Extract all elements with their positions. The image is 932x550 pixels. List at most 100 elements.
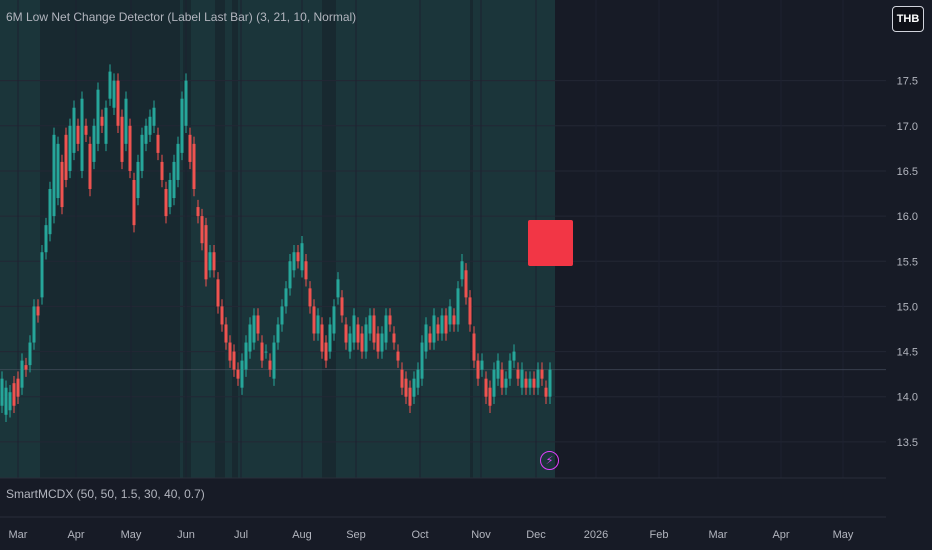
candle-body (40, 252, 44, 298)
candle-body (204, 225, 208, 280)
candle-body (320, 324, 324, 352)
candle-body (184, 80, 188, 126)
x-tick-label: Jun (177, 529, 195, 541)
candle-body (384, 315, 388, 343)
candle-body (172, 161, 176, 199)
x-tick-label: Mar (709, 529, 728, 541)
candle-body (452, 315, 456, 325)
candle-body (372, 315, 376, 343)
currency-button[interactable]: THB (892, 6, 924, 32)
candle-body (292, 252, 296, 271)
highlight-stripe (232, 0, 238, 478)
candle-body (44, 225, 48, 253)
candle-body (416, 369, 420, 388)
candle-body (380, 333, 384, 352)
candle-body (304, 261, 308, 280)
candle-body (368, 315, 372, 334)
candle-body (392, 333, 396, 343)
candle-body (60, 161, 64, 208)
candle-body (456, 288, 460, 325)
candles (0, 64, 552, 423)
x-tick-label: Aug (292, 529, 312, 541)
highlight-bands (0, 0, 555, 478)
candle-body (224, 324, 228, 343)
candle-body (400, 369, 404, 388)
candle-body (424, 324, 428, 352)
candle-body (128, 125, 132, 171)
candle-body (72, 107, 76, 153)
candle-body (200, 216, 204, 244)
candle-body (164, 189, 168, 217)
candle-body (96, 89, 100, 144)
candle-body (328, 324, 332, 352)
y-tick-label: 17.5 (897, 76, 918, 88)
x-tick-label: Apr (772, 529, 789, 541)
candle-body (176, 143, 180, 180)
candle-body (64, 134, 68, 180)
candle-body (296, 252, 300, 262)
signal-label (528, 220, 573, 266)
candle-body (8, 392, 12, 411)
candle-body (148, 116, 152, 135)
candle-body (248, 324, 252, 352)
candle-body (88, 143, 92, 190)
candle-body (480, 360, 484, 370)
candle-body (472, 333, 476, 361)
candle-body (512, 351, 516, 361)
x-tick-label: Nov (471, 529, 491, 541)
candle-body (92, 125, 96, 162)
candle-body (376, 333, 380, 352)
candle-body (420, 342, 424, 379)
candle-body (532, 378, 536, 388)
candle-body (0, 378, 4, 406)
candle-body (464, 270, 468, 298)
candle-body (152, 107, 156, 126)
y-tick-label: 16.0 (897, 211, 918, 223)
candle-body (388, 315, 392, 325)
x-tick-label: Feb (650, 529, 669, 541)
candle-body (324, 342, 328, 361)
candle-body (300, 243, 304, 271)
candle-body (284, 288, 288, 307)
highlight-stripe (215, 0, 225, 478)
candle-body (484, 378, 488, 397)
highlight-stripe (470, 0, 473, 478)
x-tick-label: Dec (526, 529, 546, 541)
candle-body (156, 134, 160, 153)
x-tick-label: 2026 (584, 529, 608, 541)
candle-body (340, 297, 344, 316)
candle-body (440, 315, 444, 334)
candle-body (48, 189, 52, 235)
indicator-title[interactable]: 6M Low Net Change Detector (Label Last B… (6, 10, 357, 24)
lightning-bolt-icon[interactable]: ⚡ (540, 451, 559, 470)
candle-body (220, 306, 224, 325)
candle-body (256, 315, 260, 334)
candle-body (192, 143, 196, 190)
candle-body (132, 179, 136, 226)
x-tick-label: Jul (234, 529, 248, 541)
candle-body (28, 342, 32, 366)
candle-body (524, 378, 528, 388)
candle-body (356, 324, 360, 343)
subpane-title[interactable]: SmartMCDX (50, 50, 1.5, 30, 40, 0.7) (6, 487, 205, 501)
y-tick-label: 15.5 (897, 256, 918, 268)
y-tick-label: 13.5 (897, 437, 918, 449)
candle-body (520, 369, 524, 388)
candle-body (12, 383, 16, 406)
candle-body (404, 378, 408, 397)
price-axis: 17.5 17.0 16.5 16.0 15.5 15.0 14.5 14.0 13.5 (897, 76, 918, 449)
candle-body (212, 252, 216, 271)
candle-body (232, 351, 236, 370)
candle-body (460, 261, 464, 280)
candle-body (244, 342, 248, 370)
candle-body (332, 306, 336, 334)
candle-body (36, 306, 40, 316)
candle-body (428, 333, 432, 343)
x-tick-label: Oct (411, 529, 428, 541)
candle-body (260, 342, 264, 361)
candle-body (412, 378, 416, 397)
candle-body (76, 125, 80, 144)
candle-body (112, 80, 116, 108)
y-tick-label: 14.5 (897, 347, 918, 359)
